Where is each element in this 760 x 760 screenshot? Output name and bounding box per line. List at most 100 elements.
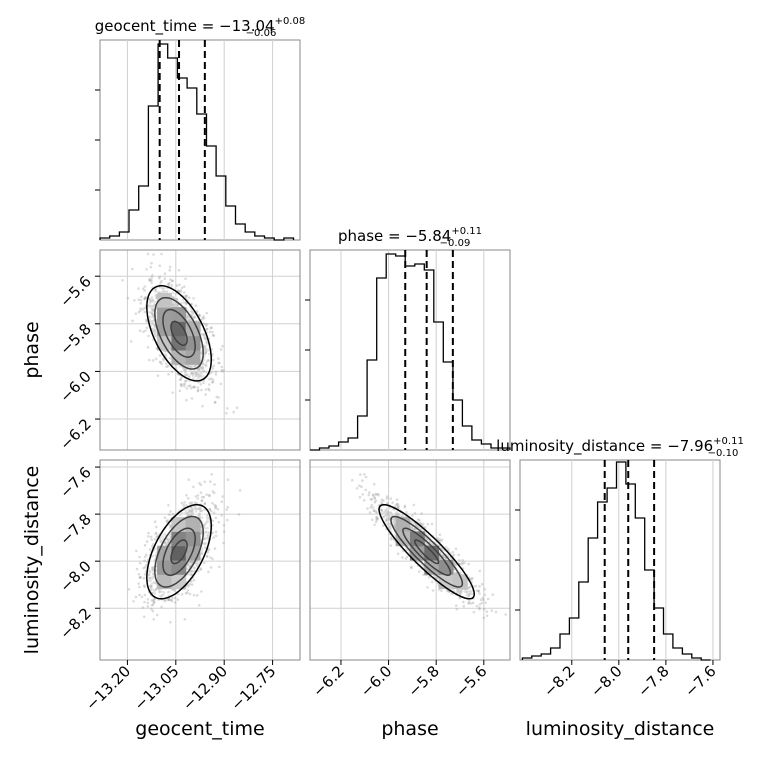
sample-point: [203, 502, 207, 505]
sample-point: [183, 379, 187, 383]
sample-point: [192, 593, 196, 597]
sample-point: [183, 501, 186, 504]
sample-point: [183, 382, 187, 386]
sample-point: [152, 601, 156, 605]
sample-point: [375, 493, 378, 496]
sample-point: [164, 290, 168, 294]
sample-point: [169, 526, 172, 529]
sample-point: [207, 547, 211, 551]
sample-point: [162, 357, 165, 361]
sample-point: [207, 531, 211, 535]
sample-point: [189, 580, 193, 583]
sample-point: [160, 362, 163, 366]
x-tick-label: −8.2: [540, 662, 578, 700]
sample-point: [192, 578, 196, 582]
sample-point: [197, 513, 201, 516]
sample-point: [133, 299, 136, 302]
sample-point: [148, 299, 152, 303]
sample-point: [478, 585, 481, 588]
sample-point: [225, 412, 228, 415]
sample-point: [427, 576, 431, 579]
sample-point: [152, 599, 155, 602]
sample-point: [191, 509, 194, 512]
sample-point: [201, 362, 205, 366]
sample-point: [191, 311, 195, 314]
sample-point: [191, 570, 194, 573]
sample-point: [150, 311, 154, 315]
sample-point: [237, 513, 241, 516]
sample-point: [203, 363, 206, 367]
sample-point: [139, 575, 142, 579]
sample-point: [171, 596, 174, 600]
sample-point: [150, 321, 153, 325]
sample-point: [188, 513, 191, 517]
sample-point: [187, 497, 190, 500]
sample-point: [151, 572, 155, 575]
sample-point: [206, 531, 210, 534]
panel-phase-hist: phase = −5.84+0.11 −0.09: [305, 226, 511, 451]
sample-point: [203, 347, 207, 351]
sample-point: [235, 406, 239, 410]
sample-point: [373, 497, 377, 500]
sample-point: [155, 289, 158, 292]
sample-point: [185, 493, 188, 497]
sample-point: [185, 373, 189, 376]
sample-point: [190, 397, 194, 400]
sample-point: [183, 285, 186, 288]
panel-frame: [99, 249, 301, 451]
sample-point: [174, 301, 177, 305]
sample-point: [151, 543, 155, 546]
sample-point: [149, 306, 153, 309]
sample-point: [154, 531, 158, 535]
sample-point: [150, 607, 153, 611]
sample-point: [214, 530, 218, 534]
sample-point: [198, 313, 201, 317]
sample-point: [211, 531, 214, 534]
sample-point: [171, 303, 175, 307]
y-tick-label: −8.2: [56, 604, 94, 642]
sample-point: [143, 310, 146, 314]
sample-point: [192, 508, 195, 511]
sample-point: [158, 590, 162, 594]
y-tick-label: −5.8: [56, 320, 94, 358]
sample-point: [188, 565, 191, 568]
sample-point: [186, 513, 190, 516]
sample-point: [151, 603, 155, 606]
sample-point: [210, 326, 213, 329]
sample-point: [151, 577, 155, 580]
sample-point: [202, 370, 206, 374]
density-contour: [170, 320, 188, 346]
density-cell: [185, 350, 201, 365]
sample-point: [157, 589, 161, 592]
sample-point: [187, 364, 190, 368]
sample-point: [155, 535, 159, 539]
sample-point: [142, 566, 145, 570]
sample-point: [171, 279, 174, 282]
sample-point: [186, 318, 189, 322]
sample-point: [200, 499, 204, 503]
sample-point: [210, 371, 214, 374]
sample-point: [209, 480, 212, 483]
sample-point: [184, 511, 187, 515]
title-minus: −0.10: [708, 448, 739, 459]
sample-point: [148, 279, 151, 282]
sample-point: [153, 538, 157, 541]
sample-point: [187, 296, 191, 300]
sample-point: [364, 475, 368, 479]
sample-point: [126, 296, 130, 300]
sample-point: [170, 598, 173, 602]
sample-point: [192, 315, 196, 319]
sample-point: [141, 308, 144, 311]
sample-point: [159, 540, 163, 543]
y-axis-label-phase: phase: [21, 321, 43, 378]
panel-geocent-time-vs-phase: −5.6−5.8−6.0−6.2: [56, 249, 301, 454]
y-tick-label: −7.8: [56, 510, 94, 548]
sample-point: [147, 573, 151, 577]
sample-point: [154, 290, 157, 293]
sample-point: [195, 564, 199, 568]
sample-point: [160, 593, 164, 597]
sample-point: [179, 290, 182, 294]
sample-point: [191, 385, 195, 389]
sample-point: [185, 373, 188, 377]
